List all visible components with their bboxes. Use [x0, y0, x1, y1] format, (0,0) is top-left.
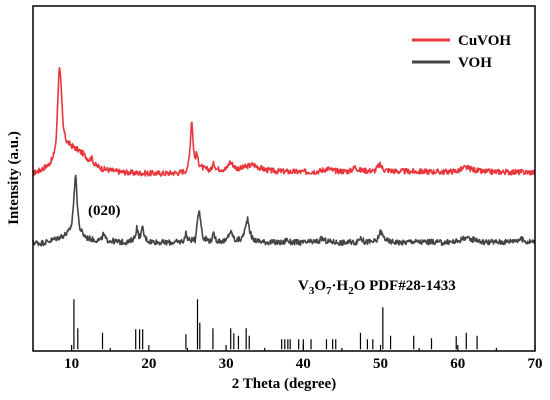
x-ticks: 10 20 30 40 50 60 70 — [32, 345, 543, 372]
x-tick-label: 60 — [450, 356, 465, 372]
x-tick-label: 20 — [141, 356, 156, 372]
y-axis-title: Intensity (a.u.) — [6, 131, 22, 225]
series-layer — [32, 66, 536, 350]
series-line-voh — [32, 174, 536, 247]
legend: CuVOH VOH — [412, 33, 511, 71]
plot-frame — [32, 5, 536, 352]
x-axis-title: 2 Theta (degree) — [232, 376, 336, 392]
reference-sticks — [73, 299, 478, 350]
x-tick-label: 10 — [64, 356, 79, 372]
legend-label-voh: VOH — [458, 55, 492, 71]
legend-label-cuvoh: CuVOH — [458, 33, 511, 49]
x-tick-label: 30 — [219, 356, 234, 372]
x-tick-label: 50 — [373, 356, 388, 372]
x-tick-label: 40 — [296, 356, 311, 372]
x-tick-label: 70 — [528, 356, 543, 372]
annotation-020: (020) — [88, 203, 121, 219]
reference-pattern-label: V3O7·H2O PDF#28-1433 — [298, 278, 456, 297]
series-line-cuvoh — [32, 66, 536, 177]
